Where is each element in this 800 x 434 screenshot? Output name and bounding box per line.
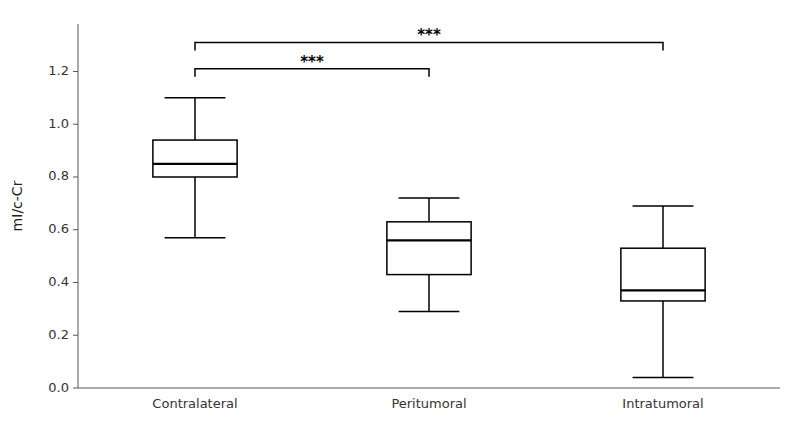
chart: 0.0 0.2 0.4 0.6 0.8 1.0 1.2 Contralateral Peritu… <box>0 0 800 434</box>
cap-min <box>633 377 694 379</box>
cap-min <box>399 311 460 313</box>
x-axis-line <box>78 388 780 389</box>
whisker-upper <box>662 206 664 248</box>
cap-max <box>633 205 694 207</box>
x-tick-label: Contralateral <box>152 396 237 411</box>
y-tick-label: 1.0 <box>48 116 69 131</box>
whisker-upper <box>194 98 196 140</box>
whisker-lower <box>428 275 430 312</box>
cap-min <box>165 237 226 239</box>
significance-label: *** <box>417 26 441 44</box>
y-tick-label: 0.4 <box>48 274 69 289</box>
cap-max <box>165 97 226 99</box>
y-axis-line <box>78 24 79 388</box>
box <box>387 222 471 275</box>
y-tick <box>73 282 78 283</box>
y-tick <box>73 229 78 230</box>
y-tick <box>73 388 78 389</box>
y-tick-label: 0.6 <box>48 221 69 236</box>
median <box>153 163 237 165</box>
whisker-lower <box>194 177 196 238</box>
box <box>621 248 705 301</box>
x-tick-label: Intratumoral <box>622 396 703 411</box>
cap-max <box>399 197 460 199</box>
y-tick-label: 0.0 <box>48 380 69 395</box>
y-tick <box>73 335 78 336</box>
y-tick <box>73 124 78 125</box>
significance-label: *** <box>300 53 324 71</box>
whisker-lower <box>662 301 664 377</box>
boxes <box>153 98 705 378</box>
x-tick-label: Peritumoral <box>391 396 466 411</box>
y-tick-label: 1.2 <box>48 63 69 78</box>
y-tick <box>73 176 78 177</box>
y-tick-label: 0.8 <box>48 168 69 183</box>
y-tick <box>73 71 78 72</box>
y-tick-label: 0.2 <box>48 327 69 342</box>
median <box>387 239 471 241</box>
whisker-upper <box>428 198 430 222</box>
median <box>621 289 705 291</box>
box <box>153 140 237 177</box>
y-axis-label: mI/c-Cr <box>9 180 25 231</box>
